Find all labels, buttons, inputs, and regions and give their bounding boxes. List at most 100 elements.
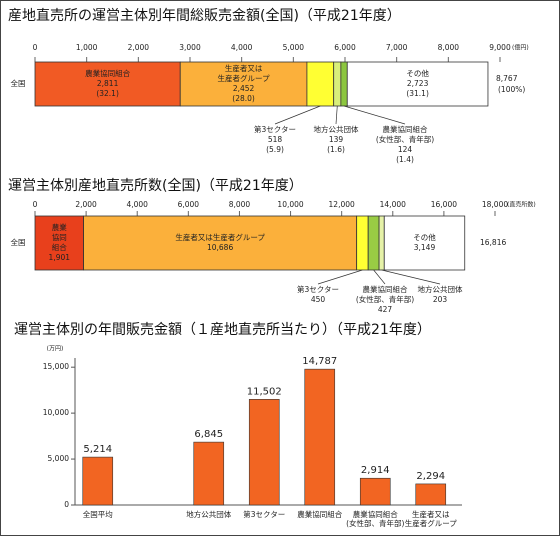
value-label: 5,214 [83,444,112,455]
value-label: 2,914 [361,465,390,476]
bar-segment [306,61,335,107]
segment-name: その他 [406,68,429,78]
segment-name: 生産者又は生産者グループ [175,232,265,242]
bar [82,456,114,506]
x-tick-label: 2,000 [128,43,150,52]
bar-segment [333,61,342,107]
x-tick-label: 14,000 [380,200,406,209]
x-tick-label: 8,000 [229,200,251,209]
segment-name: 生産者又は生産者グループ [218,63,271,83]
value-label: 2,294 [416,471,445,482]
bar [193,441,225,506]
x-tick-label: 0 [33,200,38,209]
x-tick-label: 4,000 [231,43,253,52]
value-label: 450 [311,295,326,304]
x-tick-label: 生産者又は生産者グループ [405,509,458,528]
segment-name: 農業協同組合(女性部、青年部) [376,124,434,144]
leader-line [317,269,363,285]
bar-segment [340,61,348,107]
x-tick-label: 10,000 [277,200,303,209]
bar-segment [356,215,369,271]
share-label: (32.1) [96,89,119,98]
value-label: 11,502 [247,386,282,397]
segment-name: 第3セクター [297,284,339,294]
segment-name: 地方公共団体 [418,284,463,294]
x-tick-label: 16,000 [431,200,457,209]
bar [359,477,391,506]
value-label: 139 [329,135,344,144]
value-label: 203 [433,295,448,304]
bar-segment [179,61,308,107]
segment-name: 農業協同組合 [52,222,67,252]
leader-line [381,269,441,285]
y-tick-label: 0 [64,500,69,509]
x-tick-label: 12,000 [329,200,355,209]
x-tick-label: 3,000 [179,43,201,52]
segment-name: 第3セクター [254,124,296,134]
segment-name: 地方公共団体 [314,124,359,134]
category-label: 全国 [11,237,26,247]
leader-line [274,105,321,125]
bar-segment [378,215,385,271]
leader-line [335,105,338,125]
bar [415,483,447,506]
x-tick-label: 全国平均 [83,509,113,519]
x-tick-label: 4,000 [126,200,148,209]
chart-title: 運営主体別の年間販売金額（１産地直売所当たり）（平成21年度） [14,321,431,338]
x-tick-label: 2,000 [75,200,97,209]
axis-unit: (直売所数) [507,201,536,209]
bar-segment [367,215,380,271]
value-label: 3,149 [414,243,436,252]
segment-name: その他 [413,232,436,242]
chart-title: 産地直売所の運営主体別年間総販売金額(全国)（平成21年度） [8,7,401,24]
y-tick-label: 10,000 [43,408,69,417]
total-label: 8,767 [496,74,518,83]
x-tick-label: 5,000 [283,43,305,52]
chart-title: 運営主体別産地直売所数(全国)（平成21年度） [8,177,303,194]
bar-segment [383,215,466,271]
total-share-label: (100%) [498,85,525,94]
share-label: (5.9) [266,145,284,154]
value-label: 2,811 [97,79,119,88]
x-tick-label: 7,000 [386,43,408,52]
leader-line [373,269,386,285]
share-label: (28.0) [232,94,255,103]
share-label: (1.6) [327,145,345,154]
axis-unit: (億円) [512,44,529,52]
value-label: 10,686 [207,243,233,252]
x-tick-label: 地方公共団体 [186,509,231,519]
axis-unit: (万円) [47,346,64,353]
y-tick-label: 5,000 [48,454,70,463]
share-label: (31.1) [406,89,429,98]
value-label: 14,787 [302,356,337,367]
x-tick-label: 農業協同組合 [297,509,342,519]
x-tick-label: 8,000 [438,43,460,52]
y-tick-label: 15,000 [43,362,69,371]
x-tick-label: 第3セクター [243,509,285,519]
x-tick-label: 1,000 [76,43,98,52]
leader-line [343,105,406,125]
x-tick-label: 0 [33,43,38,52]
bar-segment [83,215,358,271]
value-label: 518 [268,135,283,144]
value-label: 2,452 [233,84,255,93]
x-tick-label: 6,000 [178,200,200,209]
bar-segment [34,215,84,271]
bar [304,368,336,506]
value-label: 1,901 [49,253,71,262]
x-tick-label: 9,000 [489,43,511,52]
value-label: 124 [398,145,413,154]
x-tick-label: 農業協同組合(女性部、青年部) [346,509,404,528]
value-label: 2,723 [407,79,429,88]
segment-name: 農業協同組合(女性部、青年部) [356,284,414,304]
bar [248,399,280,506]
share-label: (1.4) [396,155,414,164]
value-label: 427 [378,305,393,314]
segment-name: 農業協同組合 [85,68,130,78]
x-tick-label: 18,000 [482,200,508,209]
total-label: 16,816 [480,238,506,247]
x-tick-label: 6,000 [334,43,356,52]
bar-segment [34,61,181,107]
category-label: 全国 [11,78,26,88]
